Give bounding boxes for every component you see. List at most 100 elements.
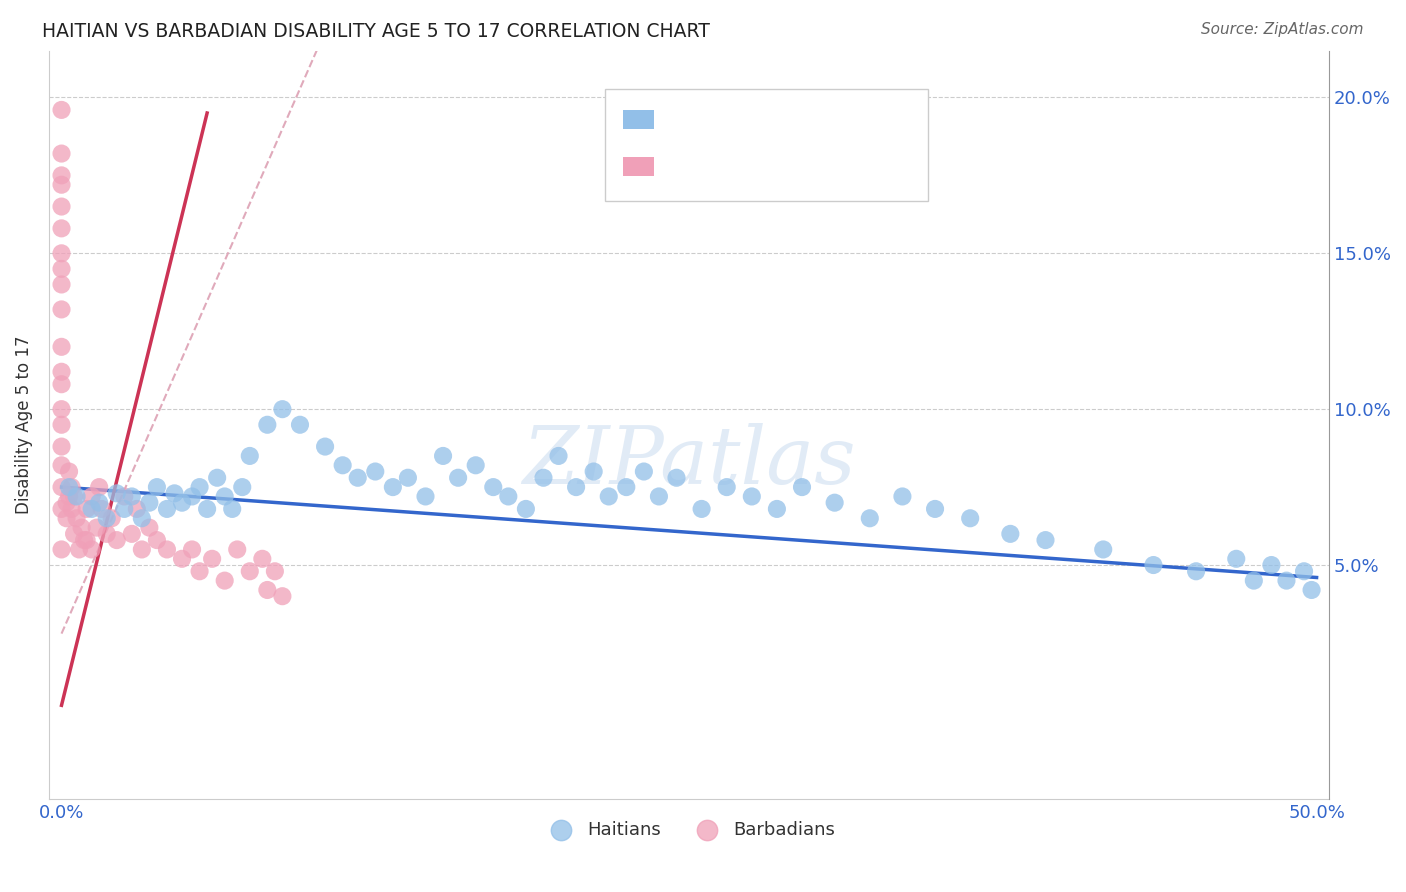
Point <box>221 502 243 516</box>
Point <box>73 533 96 547</box>
Point <box>201 551 224 566</box>
Point <box>89 480 111 494</box>
Point <box>170 496 193 510</box>
Point <box>447 471 470 485</box>
Point <box>547 449 569 463</box>
Text: Source: ZipAtlas.com: Source: ZipAtlas.com <box>1201 22 1364 37</box>
Point <box>51 542 73 557</box>
Point <box>188 480 211 494</box>
Point <box>163 486 186 500</box>
Point <box>533 471 555 485</box>
Point <box>80 502 103 516</box>
Point <box>1142 558 1164 572</box>
Point <box>741 490 763 504</box>
Point <box>51 146 73 161</box>
Point <box>63 490 86 504</box>
Point <box>55 511 77 525</box>
Point <box>256 582 278 597</box>
Point <box>264 564 287 578</box>
Legend: Haitians, Barbadians: Haitians, Barbadians <box>536 814 842 846</box>
Text: R =: R = <box>659 110 696 128</box>
Point <box>112 502 135 516</box>
Point <box>515 502 537 516</box>
Point <box>170 551 193 566</box>
Point <box>1092 542 1115 557</box>
Text: ZIPatlas: ZIPatlas <box>522 424 856 501</box>
Point <box>58 480 80 494</box>
Point <box>633 465 655 479</box>
Point <box>271 589 294 603</box>
Point <box>51 178 73 192</box>
Point <box>51 377 73 392</box>
Point <box>464 458 486 473</box>
Point <box>959 511 981 525</box>
Point <box>156 502 179 516</box>
Point <box>100 511 122 525</box>
Point <box>188 564 211 578</box>
Point <box>51 440 73 454</box>
Point <box>181 490 204 504</box>
Point <box>80 490 103 504</box>
Point <box>51 277 73 292</box>
Point <box>51 103 73 117</box>
Point <box>76 502 98 516</box>
Point <box>51 221 73 235</box>
Point <box>332 458 354 473</box>
Point <box>271 402 294 417</box>
Point <box>146 480 169 494</box>
Point <box>396 471 419 485</box>
Point <box>131 542 153 557</box>
Point <box>1260 558 1282 572</box>
Point <box>256 417 278 432</box>
Point <box>824 496 846 510</box>
Point <box>766 502 789 516</box>
Point <box>121 490 143 504</box>
Point <box>690 502 713 516</box>
Point <box>1301 582 1323 597</box>
Point <box>790 480 813 494</box>
Text: 68: 68 <box>799 110 820 128</box>
Point <box>648 490 671 504</box>
Point <box>226 542 249 557</box>
Point <box>364 465 387 479</box>
Point <box>1292 564 1315 578</box>
Point <box>598 490 620 504</box>
Text: HAITIAN VS BARBADIAN DISABILITY AGE 5 TO 17 CORRELATION CHART: HAITIAN VS BARBADIAN DISABILITY AGE 5 TO… <box>42 22 710 41</box>
Point <box>60 480 83 494</box>
Point <box>90 502 112 516</box>
Point <box>51 458 73 473</box>
Point <box>112 490 135 504</box>
Point <box>105 486 128 500</box>
Text: 0.370: 0.370 <box>697 157 745 175</box>
Point <box>51 261 73 276</box>
Text: -0.277: -0.277 <box>697 110 751 128</box>
Point <box>70 521 93 535</box>
Point <box>482 480 505 494</box>
Point <box>859 511 882 525</box>
Point <box>63 527 86 541</box>
Point <box>89 496 111 510</box>
Point <box>138 521 160 535</box>
Point <box>415 490 437 504</box>
Point <box>138 496 160 510</box>
Point <box>1035 533 1057 547</box>
Point <box>76 533 98 547</box>
Point <box>346 471 368 485</box>
Point <box>239 449 262 463</box>
Point <box>55 496 77 510</box>
Point <box>80 542 103 557</box>
Point <box>51 246 73 260</box>
Point <box>51 200 73 214</box>
Point <box>60 502 83 516</box>
Point <box>51 480 73 494</box>
Point <box>195 502 218 516</box>
Point <box>252 551 274 566</box>
Point <box>58 465 80 479</box>
Point <box>67 542 90 557</box>
Point <box>891 490 914 504</box>
Point <box>214 574 236 588</box>
Point <box>125 502 148 516</box>
Point <box>51 340 73 354</box>
Point <box>1185 564 1208 578</box>
Point <box>51 169 73 183</box>
